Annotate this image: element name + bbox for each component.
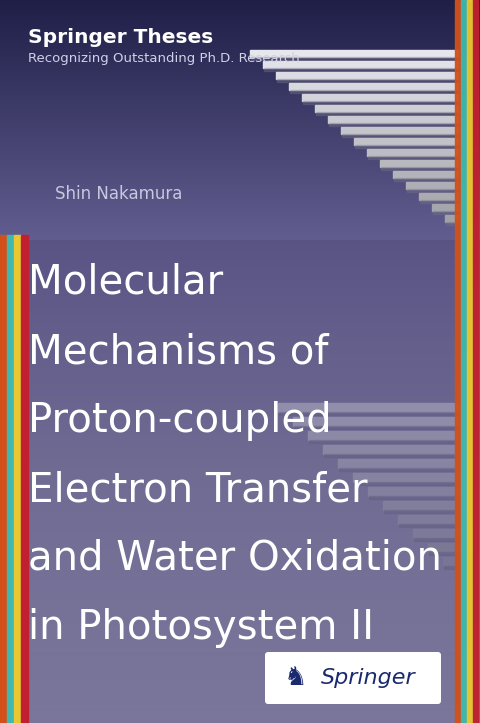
Bar: [355, 145, 459, 148]
Bar: [414, 538, 459, 541]
Text: and Water Oxidation: and Water Oxidation: [28, 539, 442, 579]
Bar: [428, 543, 458, 552]
Bar: [368, 156, 459, 159]
Text: Recognizing Outstanding Ph.D. Research: Recognizing Outstanding Ph.D. Research: [28, 52, 300, 65]
Bar: [429, 552, 459, 555]
FancyBboxPatch shape: [265, 652, 441, 704]
Bar: [445, 215, 458, 222]
Text: Springer Theses: Springer Theses: [28, 28, 213, 47]
Bar: [308, 431, 458, 440]
Text: Molecular: Molecular: [28, 263, 223, 303]
Bar: [380, 160, 458, 167]
Bar: [432, 204, 458, 211]
Bar: [419, 193, 458, 200]
Bar: [406, 182, 458, 189]
Bar: [279, 412, 459, 415]
Bar: [444, 566, 459, 569]
Bar: [278, 403, 458, 412]
Bar: [433, 211, 459, 214]
Bar: [264, 68, 459, 71]
Bar: [420, 200, 459, 203]
Bar: [315, 105, 458, 112]
Bar: [293, 417, 458, 426]
Bar: [443, 557, 458, 566]
Bar: [7, 235, 13, 723]
Bar: [446, 222, 459, 225]
Bar: [399, 524, 459, 527]
Bar: [324, 454, 459, 457]
Text: Electron Transfer: Electron Transfer: [28, 470, 368, 510]
Bar: [407, 189, 459, 192]
Bar: [467, 0, 472, 723]
Bar: [413, 529, 458, 538]
Text: Springer: Springer: [321, 668, 415, 688]
Bar: [341, 127, 458, 134]
Bar: [384, 510, 459, 513]
Bar: [393, 171, 458, 178]
Bar: [0, 235, 7, 723]
Bar: [368, 487, 458, 496]
Bar: [461, 0, 466, 723]
Bar: [276, 72, 458, 79]
Bar: [394, 178, 459, 181]
Bar: [342, 134, 459, 137]
Bar: [309, 440, 459, 443]
Bar: [354, 138, 458, 145]
Bar: [339, 468, 459, 471]
Bar: [455, 0, 460, 723]
Bar: [316, 112, 459, 115]
Bar: [263, 61, 458, 68]
Bar: [14, 235, 21, 723]
Bar: [302, 94, 458, 101]
Bar: [251, 57, 459, 60]
Bar: [369, 496, 459, 499]
Bar: [329, 123, 459, 126]
Bar: [289, 83, 458, 90]
Bar: [323, 445, 458, 454]
Bar: [303, 101, 459, 104]
Text: Proton-coupled: Proton-coupled: [28, 401, 332, 441]
Bar: [277, 79, 459, 82]
Bar: [354, 482, 459, 485]
Bar: [338, 459, 458, 468]
Bar: [398, 515, 458, 524]
Text: ♞: ♞: [284, 665, 308, 691]
Bar: [381, 167, 459, 170]
Bar: [328, 116, 458, 123]
Bar: [367, 149, 458, 156]
Bar: [294, 426, 459, 429]
Bar: [353, 473, 458, 482]
Bar: [250, 50, 458, 57]
Bar: [473, 0, 478, 723]
Bar: [21, 235, 27, 723]
Text: Shin Nakamura: Shin Nakamura: [55, 185, 182, 203]
Bar: [290, 90, 459, 93]
Text: Mechanisms of: Mechanisms of: [28, 332, 328, 372]
Bar: [383, 501, 458, 510]
Text: in Photosystem II: in Photosystem II: [28, 608, 374, 648]
